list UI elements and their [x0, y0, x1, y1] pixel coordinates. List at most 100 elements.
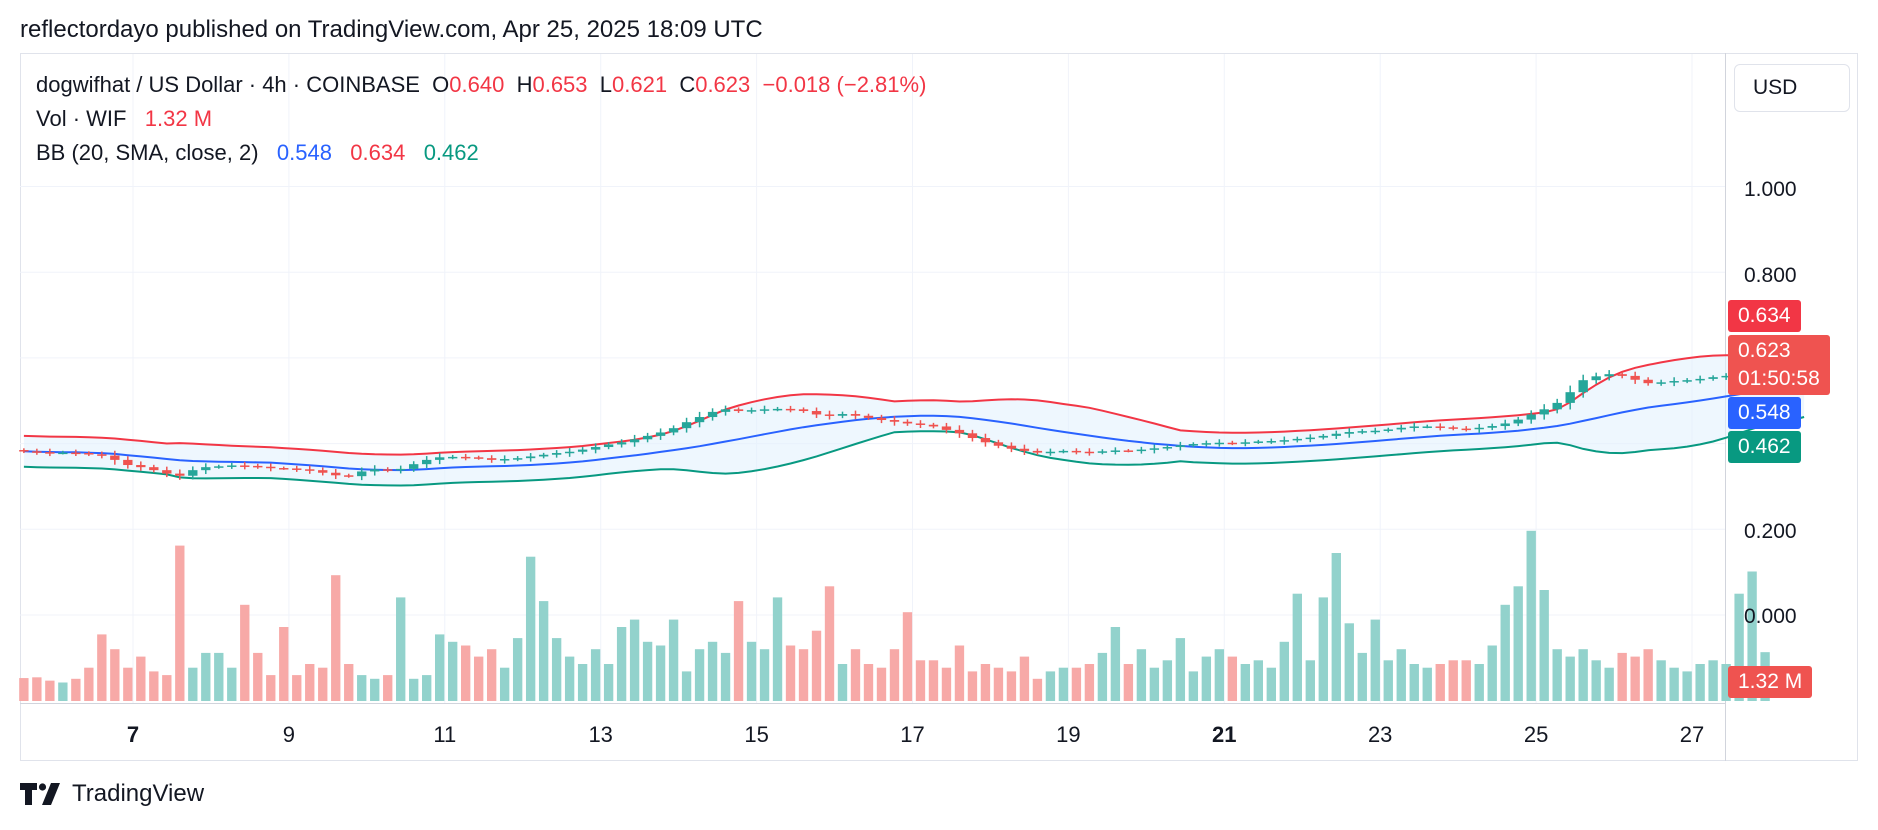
- tradingview-logo[interactable]: TradingView: [20, 780, 204, 808]
- volume-bar: [1136, 649, 1147, 701]
- volume-bar: [1721, 664, 1731, 701]
- x-tick-label: 25: [1523, 722, 1549, 747]
- candle-body: [1084, 451, 1095, 454]
- candle-body: [1266, 441, 1276, 443]
- volume-bar: [1279, 641, 1289, 701]
- volume-bar: [1422, 667, 1432, 701]
- volume-bar: [1240, 664, 1251, 701]
- legend-bollinger[interactable]: BB (20, SMA, close, 2) 0.548 0.634 0.462: [36, 140, 479, 166]
- candle-body: [473, 457, 484, 459]
- volume-bar: [590, 649, 601, 701]
- volume-bar: [980, 664, 991, 701]
- volume-bar: [1396, 649, 1406, 701]
- candle-body: [448, 456, 458, 459]
- x-tick-label: 17: [900, 722, 925, 747]
- volume-bar: [551, 638, 562, 701]
- volume-bar: [1084, 664, 1095, 701]
- candle-body: [460, 456, 471, 459]
- x-tick-label: 11: [433, 722, 457, 747]
- candle-body: [1162, 447, 1173, 449]
- volume-bar: [850, 649, 861, 701]
- candle-body: [253, 465, 263, 468]
- volume-bar: [32, 677, 42, 701]
- candle-body: [1136, 449, 1147, 452]
- volume-bar: [1591, 660, 1601, 701]
- candle-body: [993, 442, 1004, 446]
- volume-bar: [1669, 667, 1679, 701]
- volume-bar: [889, 649, 900, 701]
- low-value: 0.621: [612, 72, 668, 97]
- bar-countdown: 01:50:58: [1738, 367, 1820, 390]
- volume-bar: [123, 667, 133, 701]
- volume-bar: [629, 619, 640, 701]
- volume-bar: [1565, 656, 1575, 701]
- candle-body: [655, 432, 666, 436]
- volume-bar: [1695, 664, 1705, 701]
- candle-body: [642, 435, 653, 440]
- volume-bar: [1162, 660, 1173, 701]
- volume-bar: [1708, 660, 1718, 701]
- candle-body: [1461, 428, 1471, 431]
- candle-body: [1565, 392, 1575, 403]
- candle-body: [811, 411, 822, 415]
- volume-bar: [97, 634, 107, 701]
- candlesticks: [19, 335, 1809, 481]
- volume-bar: [694, 649, 705, 701]
- volume-bar: [681, 671, 692, 701]
- volume-bar: [1175, 638, 1186, 701]
- candle-body: [1318, 435, 1328, 438]
- candle-body: [266, 466, 276, 469]
- bb-lower-line: [23, 416, 1805, 487]
- volume-bar: [1435, 664, 1445, 701]
- volume-bar: [1630, 656, 1640, 701]
- volume-label: Vol · WIF: [36, 106, 127, 131]
- low-label: L: [599, 72, 613, 97]
- candle-body: [318, 470, 328, 473]
- candle-body: [409, 464, 419, 469]
- volume-bar: [473, 656, 484, 701]
- candle-body: [863, 415, 874, 418]
- candle-body: [512, 458, 523, 460]
- legend-volume[interactable]: Vol · WIF 1.32 M: [36, 106, 212, 132]
- candle-body: [227, 465, 237, 467]
- volume-bar: [370, 678, 380, 701]
- candle-body: [1487, 426, 1497, 428]
- volume-bar: [1318, 597, 1328, 701]
- candle-body: [824, 414, 835, 416]
- candle-body: [1422, 426, 1432, 428]
- bb-basis-price-badge: 0.548: [1728, 397, 1801, 429]
- candle-body: [1630, 375, 1640, 380]
- symbol-title[interactable]: dogwifhat / US Dollar · 4h · COINBASE: [36, 72, 420, 97]
- candle-body: [941, 426, 952, 430]
- candle-body: [292, 468, 302, 470]
- volume-bar: [1500, 604, 1510, 701]
- volume-bar: [84, 667, 94, 701]
- volume-bar: [1123, 664, 1134, 701]
- volume-bar: [396, 597, 406, 701]
- close-value: 0.623: [695, 72, 751, 97]
- volume-bar: [460, 645, 471, 701]
- candle-body: [45, 452, 55, 454]
- bb-upper-price-badge: 0.634: [1728, 300, 1801, 332]
- candle-body: [850, 414, 861, 416]
- volume-bar: [266, 675, 276, 701]
- candle-body: [1058, 450, 1069, 453]
- volume-bar: [720, 652, 731, 701]
- volume-bar: [1305, 660, 1315, 701]
- volume-bar: [902, 612, 913, 701]
- candle-body: [58, 452, 68, 455]
- currency-selector[interactable]: USD: [1734, 64, 1850, 112]
- candle-body: [1110, 450, 1121, 452]
- x-tick-label: 19: [1056, 722, 1081, 747]
- change-value: −0.018 (−2.81%): [762, 72, 927, 97]
- candle-body: [616, 442, 627, 445]
- volume-bar: [798, 649, 809, 701]
- time-scale-separator[interactable]: [20, 703, 1725, 704]
- volume-bar: [1604, 667, 1614, 701]
- volume-bar: [409, 678, 419, 701]
- candle-body: [1149, 448, 1160, 450]
- bb-basis-value: 0.548: [276, 140, 332, 165]
- volume-bar: [110, 649, 120, 701]
- candle-body: [357, 471, 367, 477]
